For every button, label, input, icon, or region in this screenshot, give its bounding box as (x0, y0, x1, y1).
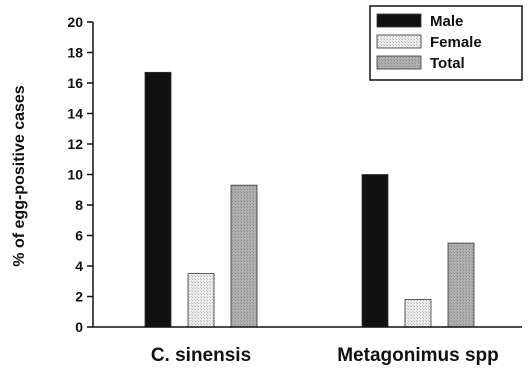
y-tick-label: 10 (67, 167, 83, 183)
y-tick-label: 14 (67, 106, 83, 122)
y-tick-label: 8 (75, 197, 83, 213)
y-tick-label: 16 (67, 75, 83, 91)
bar-female-2 (404, 299, 432, 328)
legend-label-total: Total (430, 55, 465, 72)
bars-group (144, 71, 475, 328)
bar-total-1 (230, 184, 258, 328)
bar-male-2 (361, 174, 389, 328)
y-tick-label: 0 (75, 319, 83, 335)
bar-male-1 (144, 71, 172, 328)
legend-swatch-female (376, 34, 422, 49)
y-tick-label: 2 (75, 289, 83, 305)
y-axis-ticks: 0 2 4 6 8 10 12 14 16 18 20 (67, 14, 93, 335)
bar-total-2 (447, 242, 475, 328)
y-tick-label: 20 (67, 14, 83, 30)
legend-label-male: Male (430, 13, 463, 30)
legend-label-female: Female (430, 34, 482, 51)
y-tick-label: 6 (75, 228, 83, 244)
y-axis-label: % of egg-positive cases (11, 85, 28, 266)
bar-female-1 (187, 273, 215, 328)
x-axis-labels: C. sinensis Metagonimus spp (151, 345, 499, 366)
x-category-label: Metagonimus spp (337, 345, 499, 366)
x-category-label: C. sinensis (151, 345, 251, 366)
legend-swatch-total (376, 55, 422, 70)
legend-swatch-male (376, 13, 422, 28)
legend: Male Female Total (369, 5, 523, 81)
y-tick-label: 4 (75, 258, 83, 274)
y-tick-label: 18 (67, 45, 83, 61)
y-tick-label: 12 (67, 136, 83, 152)
